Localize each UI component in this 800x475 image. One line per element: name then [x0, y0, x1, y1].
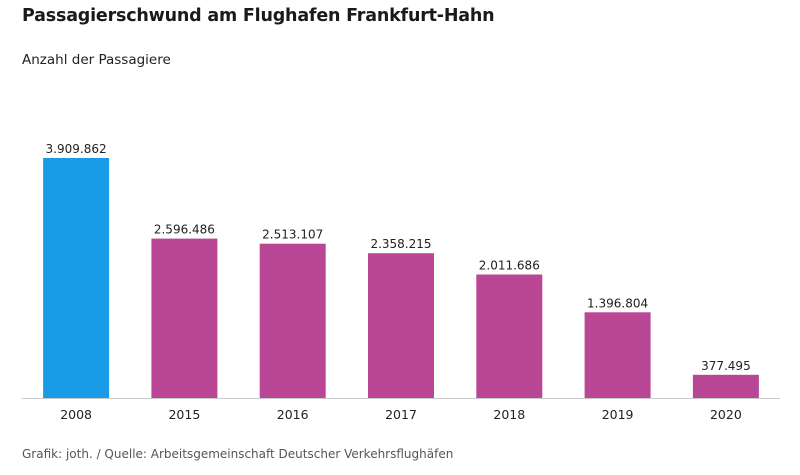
- chart-title: Passagierschwund am Flughafen Frankfurt-…: [22, 6, 495, 26]
- x-tick-label-2018: 2018: [493, 407, 525, 422]
- bar-2017: [368, 253, 434, 398]
- value-label-2008: 3.909.862: [46, 142, 107, 156]
- x-tick-label-2020: 2020: [710, 407, 742, 422]
- chart-subtitle: Anzahl der Passagiere: [22, 52, 171, 68]
- value-label-2015: 2.596.486: [154, 223, 215, 237]
- value-label-2017: 2.358.215: [370, 237, 431, 251]
- x-tick-label-2017: 2017: [385, 407, 417, 422]
- bar-2008: [43, 158, 110, 398]
- x-tick-label-2016: 2016: [277, 407, 309, 422]
- source-note: Grafik: joth. / Quelle: Arbeitsgemeinsch…: [22, 447, 454, 461]
- x-tick-label-2008: 2008: [60, 407, 92, 422]
- value-label-2016: 2.513.107: [262, 228, 323, 242]
- value-labels-group: 3.909.862 2.596.486 2.513.107 2.358.215 2.01…: [46, 142, 751, 373]
- x-tick-labels-group: 2008 2015 2016 2017 2018 2019 2020: [60, 407, 742, 422]
- bar-2015: [151, 238, 218, 398]
- value-label-2018: 2.011.686: [479, 259, 540, 273]
- bar-2019: [584, 312, 651, 398]
- value-label-2019: 1.396.804: [587, 296, 648, 310]
- bar-2018: [476, 274, 543, 398]
- x-tick-label-2015: 2015: [168, 407, 200, 422]
- bars-group: [43, 158, 759, 398]
- x-tick-label-2019: 2019: [602, 407, 634, 422]
- bar-2020: [692, 374, 759, 398]
- bar-2016: [259, 243, 326, 398]
- value-label-2020: 377.495: [701, 359, 751, 373]
